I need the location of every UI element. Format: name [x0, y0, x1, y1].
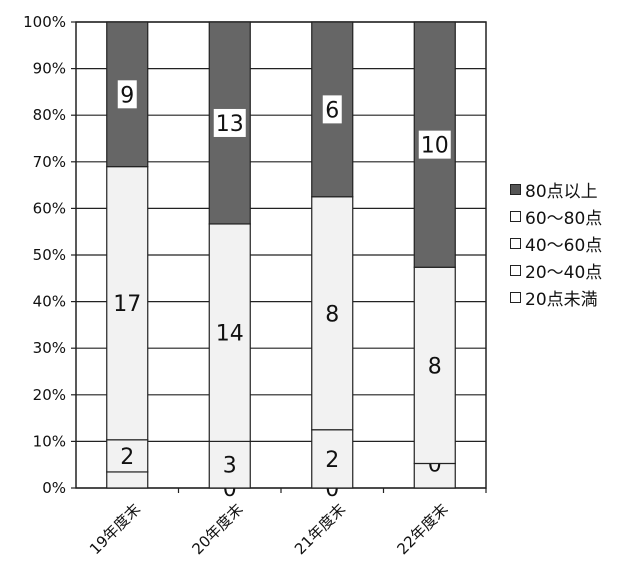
legend-item-under20: 20点未満 — [510, 284, 602, 311]
data-label: 8 — [325, 302, 339, 327]
legend-item-60-80: 60～80点 — [510, 203, 602, 230]
bar-segment — [106, 471, 149, 489]
data-label-bg — [418, 130, 451, 159]
data-label-bg — [322, 95, 342, 124]
legend-label-20-40: 20～40点 — [525, 263, 603, 283]
data-label: 3 — [223, 454, 237, 479]
y-tick-label: 40% — [33, 293, 66, 311]
legend-label-under20: 20点未満 — [525, 290, 598, 310]
legend-swatch-60-80 — [510, 211, 521, 222]
y-tick-label: 50% — [33, 246, 66, 264]
data-label: 10 — [421, 134, 449, 159]
data-label: 2 — [325, 448, 339, 473]
legend-swatch-40-60 — [510, 238, 521, 249]
y-tick-label: 60% — [33, 199, 66, 217]
bar-segment — [311, 429, 354, 489]
data-label: 9 — [120, 83, 134, 108]
legend-item-20-40: 20～40点 — [510, 257, 602, 284]
y-tick-label: 80% — [33, 106, 66, 124]
data-label-bg — [213, 108, 246, 137]
x-category-label: 22年度末 — [394, 500, 452, 558]
data-label: 6 — [325, 98, 339, 123]
bar-segment — [106, 439, 149, 473]
y-tick-label: 10% — [33, 432, 66, 450]
data-label: 14 — [216, 322, 244, 347]
data-label: 17 — [113, 292, 141, 317]
legend: 80点以上 60～80点 40～60点 20～40点 20点未満 — [510, 176, 602, 311]
legend-label-80plus: 80点以上 — [525, 182, 598, 202]
legend-item-80plus: 80点以上 — [510, 176, 602, 203]
data-label: 2 — [120, 445, 134, 470]
y-tick-label: 70% — [33, 153, 66, 171]
legend-label-40-60: 40～60点 — [525, 236, 603, 256]
legend-swatch-80plus — [510, 184, 521, 195]
x-category-label: 19年度末 — [86, 500, 144, 558]
data-label-bg — [117, 80, 137, 109]
y-tick-label: 20% — [33, 386, 66, 404]
y-tick-label: 0% — [42, 479, 66, 497]
y-tick-label: 90% — [33, 60, 66, 78]
legend-item-40-60: 40～60点 — [510, 230, 602, 257]
bar-segment — [106, 166, 149, 441]
y-tick-label: 100% — [23, 13, 66, 31]
x-category-label: 21年度末 — [291, 500, 349, 558]
y-tick-label: 30% — [33, 339, 66, 357]
bar-segment — [208, 440, 251, 489]
data-label: 8 — [428, 354, 442, 379]
legend-label-60-80: 60～80点 — [525, 209, 603, 229]
x-category-label: 20年度末 — [189, 500, 247, 558]
bar-segment — [413, 266, 456, 465]
bar-segment — [106, 21, 149, 168]
legend-swatch-under20 — [510, 292, 521, 303]
data-label: 13 — [216, 112, 244, 137]
legend-swatch-20-40 — [510, 265, 521, 276]
bar-segment — [413, 462, 456, 489]
